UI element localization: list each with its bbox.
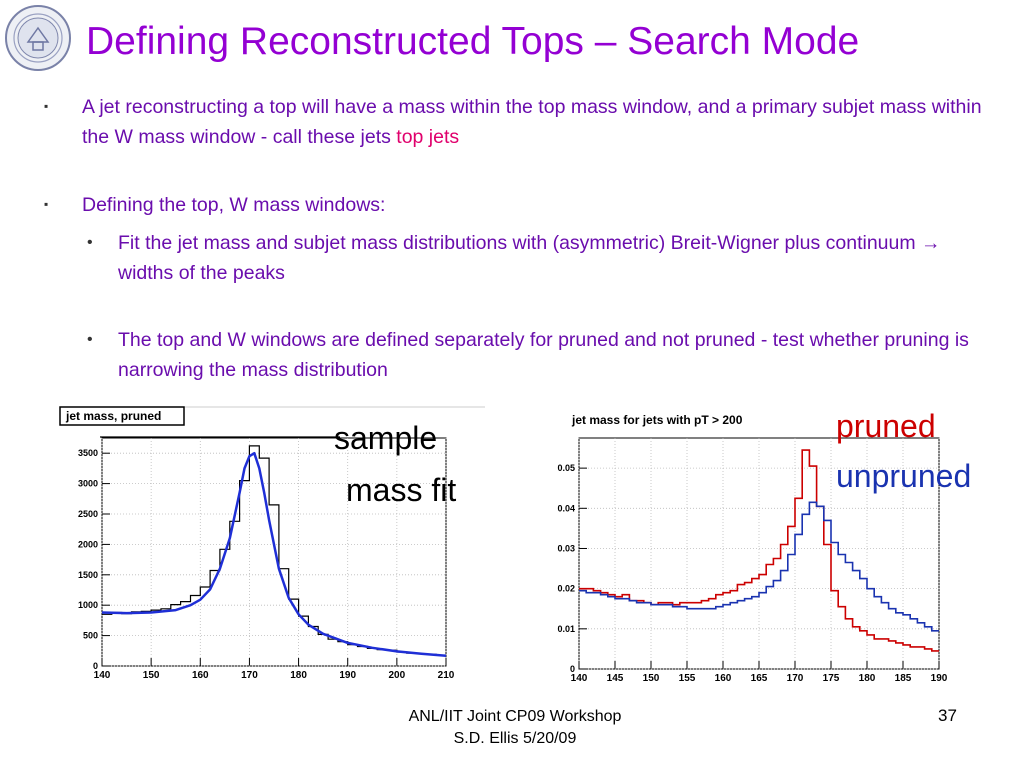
chart-title: jet mass for jets with pT > 200 <box>571 413 743 427</box>
pruned-histogram <box>579 449 939 652</box>
footer: ANL/IIT Joint CP09 Workshop S.D. Ellis 5… <box>370 706 660 750</box>
y-tick-label: 0 <box>93 661 98 671</box>
x-tick-label: 165 <box>751 673 768 684</box>
x-tick-label: 190 <box>339 670 356 681</box>
bullet-text: A jet reconstructing a top will have a m… <box>82 96 982 148</box>
unpruned-legend-label: unpruned <box>836 458 972 494</box>
square-bullet-icon: ▪ <box>44 197 49 211</box>
sample-label: sample <box>334 420 438 456</box>
y-tick-label: 1500 <box>78 570 98 580</box>
footer-author-date: S.D. Ellis 5/20/09 <box>453 730 577 747</box>
x-tick-label: 155 <box>679 673 696 684</box>
bullet-text: Defining the top, W mass windows: <box>82 194 386 216</box>
y-tick-label: 2500 <box>78 509 98 519</box>
x-tick-label: 210 <box>438 670 455 681</box>
y-tick-label: 0.02 <box>557 584 575 594</box>
dot-bullet-icon: • <box>87 234 93 251</box>
x-tick-label: 185 <box>895 673 912 684</box>
y-tick-label: 3000 <box>78 479 98 489</box>
y-tick-label: 1000 <box>78 600 98 610</box>
x-tick-label: 150 <box>643 673 660 684</box>
bullet-top-jets: ▪ A jet reconstructing a top will have a… <box>44 92 982 152</box>
mass-fit-label: mass fit <box>346 472 457 508</box>
x-tick-label: 175 <box>823 673 840 684</box>
slide-title: Defining Reconstructed Tops – Search Mod… <box>86 20 860 63</box>
x-tick-label: 180 <box>859 673 876 684</box>
fit-curve <box>101 451 447 657</box>
x-tick-label: 190 <box>931 673 948 684</box>
footer-workshop: ANL/IIT Joint CP09 Workshop <box>408 708 622 725</box>
y-tick-label: 0.03 <box>557 543 575 553</box>
y-tick-label: 2000 <box>78 539 98 549</box>
x-tick-label: 180 <box>290 670 307 681</box>
x-tick-label: 200 <box>389 670 406 681</box>
plot-frame <box>101 437 447 667</box>
chart-title-box: jet mass for jets with pT > 200 <box>571 413 743 427</box>
top-jets-highlight: top jets <box>396 126 460 148</box>
x-tick-label: 140 <box>571 673 588 684</box>
x-tick-label: 160 <box>192 670 209 681</box>
x-tick-label: 170 <box>787 673 804 684</box>
y-tick-label: 500 <box>83 631 98 641</box>
x-tick-label: 145 <box>607 673 624 684</box>
chart-title: jet mass, pruned <box>65 409 161 423</box>
dot-bullet-icon: • <box>87 331 93 348</box>
x-tick-label: 150 <box>143 670 160 681</box>
x-tick-label: 160 <box>715 673 732 684</box>
chart-title-box: jet mass, pruned <box>59 406 185 426</box>
sub-bullet-text: Fit the jet mass and subjet mass distrib… <box>118 232 941 284</box>
sub-bullet-text: The top and W windows are defined separa… <box>118 329 969 381</box>
university-seal-logo <box>5 5 71 71</box>
pruned-legend-label: pruned <box>836 408 936 444</box>
y-tick-label: 0.05 <box>557 463 575 473</box>
x-tick-label: 140 <box>94 670 111 681</box>
bullet-mass-windows: ▪ Defining the top, W mass windows: <box>44 190 982 220</box>
square-bullet-icon: ▪ <box>44 99 49 113</box>
y-tick-label: 0 <box>570 664 575 674</box>
y-tick-label: 0.01 <box>557 624 575 634</box>
sub-bullet-windows: • The top and W windows are defined sepa… <box>87 325 998 385</box>
unpruned-histogram <box>579 501 939 632</box>
y-tick-label: 0.04 <box>557 503 575 513</box>
jet-mass-pruned-chart: jet mass, pruned 140 150 160 170 180 190 200 210… <box>59 406 485 681</box>
jet-mass-pt200-chart: jet mass for jets with pT > 200 140 145 150… <box>557 413 948 684</box>
x-tick-label: 170 <box>241 670 258 681</box>
page-number: 37 <box>938 706 957 725</box>
y-tick-label: 3500 <box>78 448 98 458</box>
sub-bullet-fit: • Fit the jet mass and subjet mass distr… <box>87 228 998 288</box>
